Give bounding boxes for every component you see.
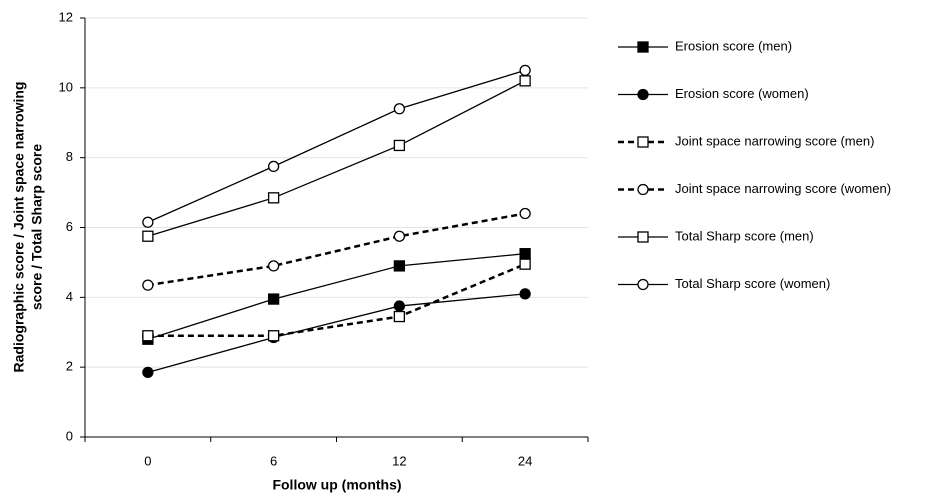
point [519, 288, 531, 300]
legend-marker [637, 183, 649, 196]
legend-marker [637, 136, 649, 148]
y-axis-label: Radiographic score / Joint space narrowi… [11, 82, 27, 373]
series-line [147, 69, 526, 223]
y-tick-label: 0 [66, 428, 73, 443]
point [393, 300, 406, 312]
y-tick-label: 4 [66, 289, 73, 304]
series-line [147, 80, 526, 237]
legend-marker [637, 231, 649, 243]
point [142, 330, 154, 342]
legend-marker [637, 88, 649, 101]
point [393, 230, 406, 242]
point [393, 310, 406, 323]
legend-label: Total Sharp score (women) [675, 276, 830, 291]
x-tick-label: 0 [144, 453, 151, 468]
point [519, 258, 531, 270]
x-axis-label: Follow up (months) [272, 477, 401, 493]
series-line [147, 253, 526, 340]
y-tick-label: 12 [59, 9, 73, 24]
point [393, 139, 406, 152]
point [142, 216, 154, 228]
point [267, 330, 280, 342]
point [393, 103, 406, 115]
series-line [147, 293, 526, 374]
x-tick-label: 6 [270, 453, 277, 468]
legend-marker [637, 278, 649, 291]
y-tick-label: 2 [66, 359, 73, 374]
y-tick-label: 8 [66, 149, 73, 164]
point [267, 293, 280, 305]
point [142, 366, 154, 379]
point [267, 160, 280, 173]
legend-label: Joint space narrowing score (men) [675, 133, 874, 148]
legend-marker [637, 41, 649, 53]
point [267, 260, 280, 272]
point [519, 207, 531, 220]
point [267, 192, 280, 204]
point [519, 248, 531, 260]
legend-label: Erosion score (men) [675, 38, 792, 53]
x-tick-label: 24 [518, 453, 532, 468]
point [519, 64, 531, 77]
point [142, 230, 154, 242]
y-axis-label: score / Total Sharp score [29, 144, 45, 310]
legend-label: Erosion score (women) [675, 86, 809, 101]
y-tick-label: 6 [66, 219, 73, 234]
point [393, 260, 406, 272]
point [142, 279, 154, 291]
series-line [147, 263, 526, 337]
x-tick-label: 12 [392, 453, 406, 468]
series-line [147, 212, 526, 287]
legend-label: Total Sharp score (men) [675, 228, 814, 243]
legend-label: Joint space narrowing score (women) [675, 181, 891, 196]
point [519, 75, 531, 87]
y-tick-label: 10 [59, 79, 73, 94]
